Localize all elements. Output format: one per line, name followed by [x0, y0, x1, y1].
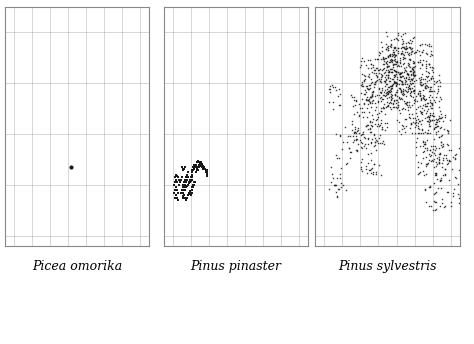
Text: Picea omorika: Picea omorika — [32, 260, 122, 273]
Text: Pinus sylvestris: Pinus sylvestris — [338, 260, 437, 273]
Text: Pinus pinaster: Pinus pinaster — [191, 260, 281, 273]
